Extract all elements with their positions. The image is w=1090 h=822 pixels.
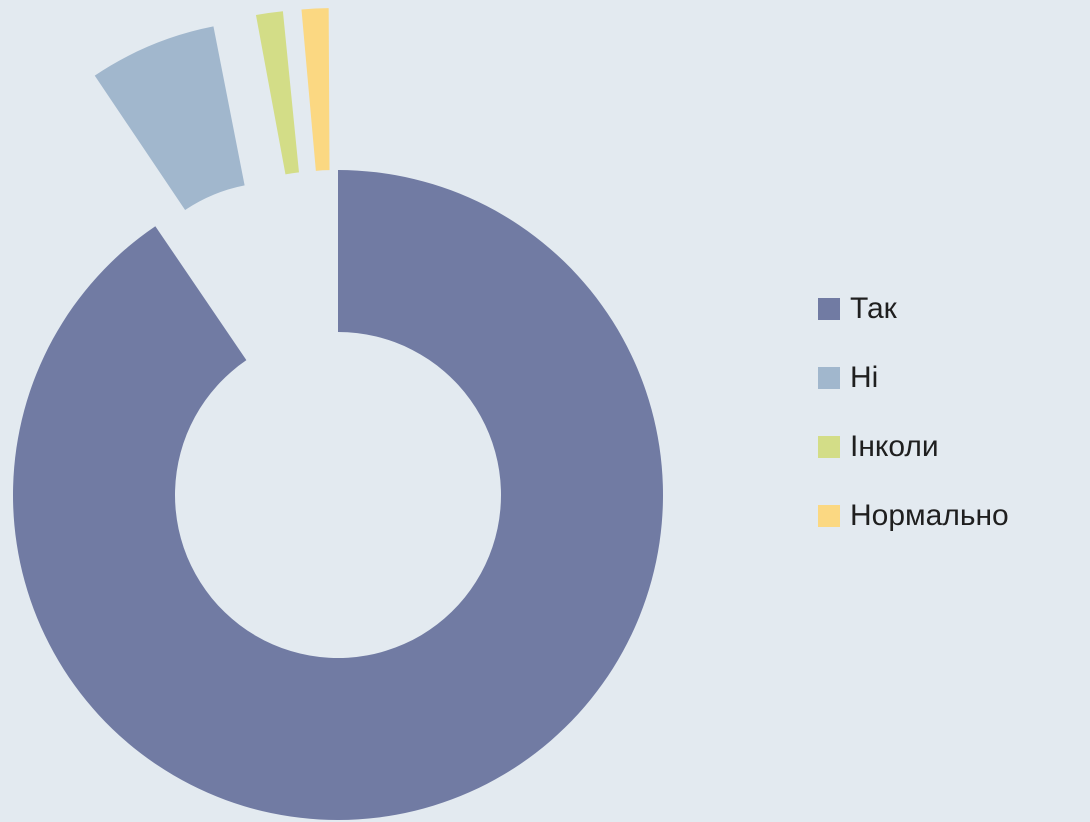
donut-slices xyxy=(12,8,664,820)
slice-ni xyxy=(94,26,245,211)
legend-swatch-tak xyxy=(818,298,840,320)
chart-legend: Так Ні Інколи Нормально xyxy=(818,292,1009,568)
legend-swatch-ni xyxy=(818,367,840,389)
legend-item-ni: Ні xyxy=(818,361,1009,395)
legend-swatch-normalno xyxy=(818,505,840,527)
slice-inkoly xyxy=(255,11,299,175)
legend-item-tak: Так xyxy=(818,292,1009,326)
legend-item-normalno: Нормально xyxy=(818,499,1009,533)
legend-label-inkoly: Інколи xyxy=(850,430,939,463)
slice-normalno xyxy=(301,8,330,171)
legend-label-tak: Так xyxy=(850,292,897,325)
legend-label-ni: Ні xyxy=(850,361,879,394)
legend-item-inkoly: Інколи xyxy=(818,430,1009,464)
slice-tak xyxy=(12,170,664,820)
legend-label-normalno: Нормально xyxy=(850,499,1009,532)
legend-swatch-inkoly xyxy=(818,436,840,458)
